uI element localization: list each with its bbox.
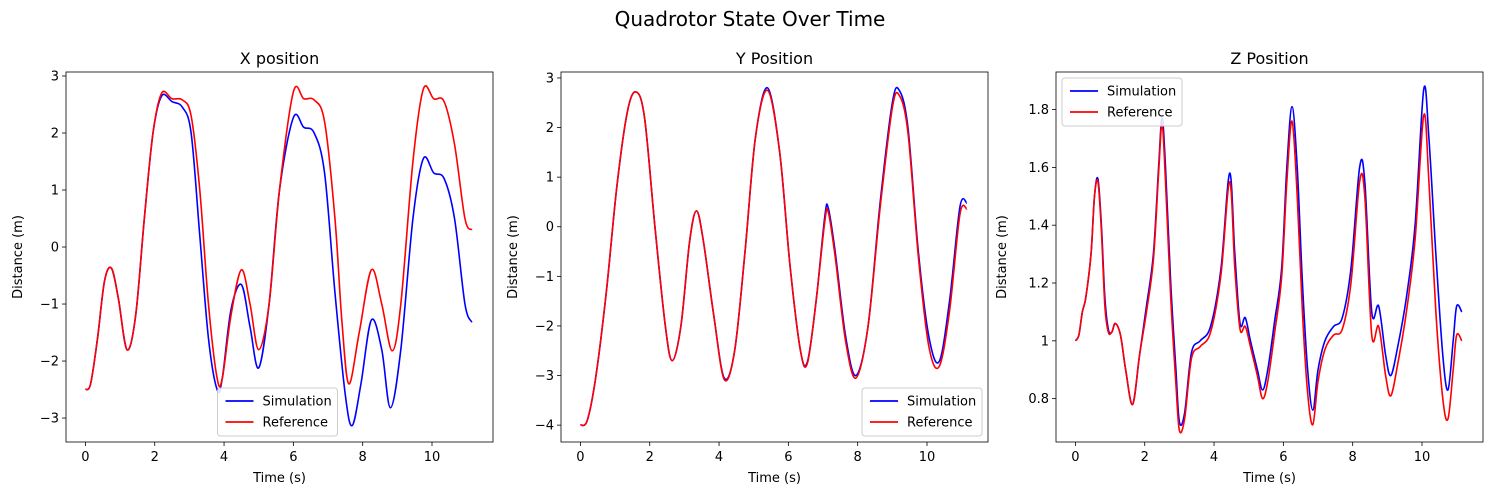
x-tick-label: 6 (784, 450, 792, 465)
y-tick-label: −1 (40, 298, 59, 313)
x-tick-label: 10 (1414, 450, 1431, 465)
series-line-reference (84, 85, 473, 391)
legend-label: Simulation (907, 395, 976, 410)
x-tick-label: 4 (220, 450, 228, 465)
y-tick-label: 0.8 (1028, 392, 1049, 407)
subplot-title: X position (240, 49, 319, 68)
x-tick-label: 0 (81, 450, 89, 465)
y-axis-label: Distance (m) (11, 215, 26, 299)
x-axis-label: Time (s) (252, 471, 306, 486)
legend: Simulation Reference (861, 387, 983, 437)
series-line-simulation (84, 93, 473, 427)
x-tick-label: 6 (1279, 450, 1287, 465)
legend-label: Simulation (263, 395, 332, 410)
x-tick-label: 2 (646, 450, 654, 465)
x-tick-label: 10 (424, 450, 441, 465)
legend: Simulation Reference (217, 387, 338, 437)
plot-frame (65, 71, 494, 443)
x-tick-label: 6 (289, 450, 297, 465)
y-tick-label: 2 (546, 121, 554, 136)
y-tick-label: 3 (51, 69, 59, 84)
plot-frame (560, 71, 989, 443)
subplot-3: Z Position 0 2 4 6 8 10 0.8 1 1.2 1.4 1.6 1.8 Time (s… (995, 49, 1484, 486)
subplot-2: Y Position 0 2 4 6 8 10 −4 −3 −2 −1 0 1 2 3 Time (s) Dis… (506, 49, 989, 486)
figure-title: Quadrotor State Over Time (615, 7, 886, 31)
legend-label: Reference (263, 416, 328, 431)
y-tick-label: −2 (535, 319, 554, 334)
x-tick-label: 2 (151, 450, 159, 465)
x-tick-label: 4 (715, 450, 723, 465)
x-tick-label: 8 (359, 450, 367, 465)
x-tick-label: 4 (1210, 450, 1218, 465)
legend-box (217, 387, 338, 437)
x-tick-label: 10 (919, 450, 936, 465)
y-tick-label: 3 (546, 71, 554, 86)
legend-label: Reference (907, 416, 972, 431)
legend-label: Reference (1107, 106, 1172, 121)
series-line-reference (1074, 113, 1463, 434)
y-tick-label: 1 (1041, 334, 1049, 349)
legend-box (1061, 77, 1183, 127)
y-tick-label: 2 (51, 127, 59, 142)
y-tick-label: 0 (546, 220, 554, 235)
y-tick-label: 1 (51, 184, 59, 199)
subplot-title: Y Position (735, 49, 813, 68)
x-tick-label: 0 (1071, 450, 1079, 465)
y-tick-label: −3 (40, 412, 59, 427)
y-tick-label: −1 (535, 270, 554, 285)
subplot-title: Z Position (1230, 49, 1308, 68)
y-tick-label: −3 (535, 369, 554, 384)
y-tick-label: 1.6 (1028, 161, 1049, 176)
y-axis-label: Distance (m) (506, 215, 521, 299)
y-tick-label: 1.8 (1028, 103, 1049, 118)
plot-frame (1055, 71, 1484, 443)
y-axis-label: Distance (m) (995, 215, 1010, 299)
x-axis-label: Time (s) (1242, 471, 1296, 486)
legend-box (861, 387, 983, 437)
x-tick-label: 0 (576, 450, 584, 465)
subplot-1: X position 0 2 4 6 8 10 −3 −2 −1 0 1 2 3 Time (s) Dista… (11, 49, 494, 486)
y-tick-label: −2 (40, 355, 59, 370)
y-tick-label: 1.2 (1028, 277, 1049, 292)
y-tick-label: 0 (51, 241, 59, 256)
y-tick-label: 1.4 (1028, 219, 1049, 234)
y-tick-label: 1 (546, 171, 554, 186)
x-axis-label: Time (s) (747, 471, 801, 486)
legend-label: Simulation (1107, 85, 1176, 100)
x-tick-label: 8 (1349, 450, 1357, 465)
y-tick-label: −4 (535, 419, 554, 434)
series-line-reference (579, 89, 968, 427)
legend: Simulation Reference (1061, 77, 1183, 127)
x-tick-label: 8 (854, 450, 862, 465)
x-tick-label: 2 (1141, 450, 1149, 465)
